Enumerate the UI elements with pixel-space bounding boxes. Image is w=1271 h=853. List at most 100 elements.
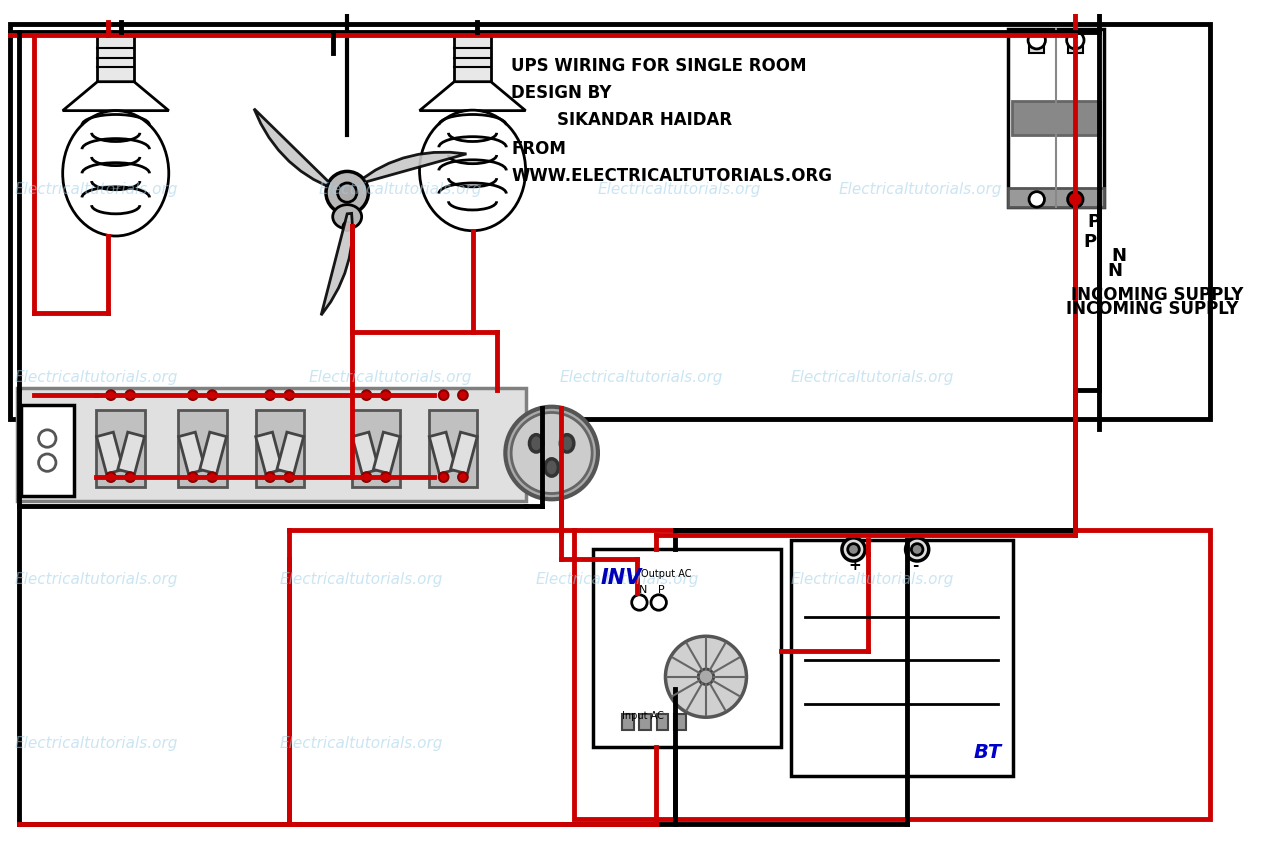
Circle shape — [438, 391, 449, 401]
Bar — [374, 432, 400, 474]
Bar — [200, 432, 226, 474]
Text: P: P — [1087, 213, 1099, 231]
Bar — [1030, 37, 1045, 54]
Ellipse shape — [545, 459, 558, 477]
Circle shape — [651, 595, 666, 611]
Polygon shape — [419, 83, 526, 112]
Circle shape — [126, 391, 135, 401]
Text: -: - — [913, 557, 919, 572]
Circle shape — [362, 391, 371, 401]
Text: P: P — [1083, 232, 1096, 251]
Text: Electricaltutorials.org: Electricaltutorials.org — [597, 182, 761, 196]
Circle shape — [38, 455, 56, 472]
Circle shape — [1030, 193, 1045, 208]
Circle shape — [1068, 193, 1083, 208]
Circle shape — [285, 391, 294, 401]
Text: WWW.ELECTRICALTUTORIALS.ORG: WWW.ELECTRICALTUTORIALS.ORG — [511, 167, 833, 185]
Circle shape — [905, 538, 929, 561]
Circle shape — [381, 473, 390, 482]
Text: N: N — [1107, 261, 1122, 279]
Circle shape — [188, 473, 198, 482]
Ellipse shape — [62, 112, 169, 237]
Circle shape — [105, 391, 116, 401]
Text: DESIGN BY: DESIGN BY — [511, 84, 611, 102]
Bar — [1008, 189, 1104, 208]
Circle shape — [438, 473, 449, 482]
Bar — [352, 432, 379, 474]
Polygon shape — [364, 153, 466, 183]
Text: Output AC: Output AC — [642, 569, 691, 579]
Text: Electricaltutorials.org: Electricaltutorials.org — [280, 572, 444, 587]
Bar — [178, 432, 206, 474]
Text: Electricaltutorials.org: Electricaltutorials.org — [318, 182, 482, 196]
Bar — [594, 550, 782, 747]
Polygon shape — [254, 109, 329, 187]
Bar — [622, 715, 634, 730]
Text: Electricaltutorials.org: Electricaltutorials.org — [14, 572, 178, 587]
Bar — [97, 410, 145, 487]
Bar — [430, 410, 478, 487]
Bar — [1012, 102, 1101, 136]
Circle shape — [381, 391, 390, 401]
Bar — [178, 410, 226, 487]
Text: Electricaltutorials.org: Electricaltutorials.org — [535, 572, 699, 587]
Bar — [573, 531, 1210, 820]
Text: Electricaltutorials.org: Electricaltutorials.org — [791, 369, 955, 384]
Text: SIKANDAR HAIDAR: SIKANDAR HAIDAR — [511, 111, 732, 129]
Circle shape — [338, 183, 357, 203]
Text: UPS WIRING FOR SINGLE ROOM: UPS WIRING FOR SINGLE ROOM — [511, 57, 807, 75]
Circle shape — [1066, 32, 1084, 49]
Text: Electricaltutorials.org: Electricaltutorials.org — [280, 735, 444, 751]
Bar — [255, 410, 304, 487]
Circle shape — [458, 391, 468, 401]
Circle shape — [266, 391, 275, 401]
Text: Electricaltutorials.org: Electricaltutorials.org — [559, 369, 723, 384]
Circle shape — [362, 473, 371, 482]
Circle shape — [266, 473, 275, 482]
Circle shape — [207, 391, 217, 401]
Bar — [657, 715, 669, 730]
Text: N   P: N P — [639, 584, 665, 595]
Ellipse shape — [333, 206, 362, 229]
Bar — [98, 34, 133, 83]
Ellipse shape — [561, 435, 573, 452]
Bar — [18, 389, 526, 502]
Polygon shape — [62, 83, 169, 112]
Bar — [255, 432, 282, 474]
Polygon shape — [322, 214, 352, 316]
Circle shape — [666, 636, 746, 717]
Bar — [639, 715, 651, 730]
Text: BT: BT — [974, 742, 1003, 761]
Text: Electricaltutorials.org: Electricaltutorials.org — [14, 735, 178, 751]
Circle shape — [188, 391, 198, 401]
Circle shape — [126, 473, 135, 482]
Bar — [454, 34, 491, 83]
Circle shape — [105, 473, 116, 482]
Bar — [277, 432, 304, 474]
Bar — [352, 410, 400, 487]
Ellipse shape — [419, 111, 526, 231]
Circle shape — [285, 473, 294, 482]
Text: INV: INV — [601, 567, 642, 588]
Circle shape — [325, 172, 369, 215]
Circle shape — [207, 473, 217, 482]
Text: INCOMING SUPPLY: INCOMING SUPPLY — [1065, 299, 1238, 318]
Text: Electricaltutorials.org: Electricaltutorials.org — [839, 182, 1003, 196]
Circle shape — [698, 670, 714, 685]
Circle shape — [506, 407, 597, 500]
Text: +: + — [849, 557, 862, 572]
Bar — [450, 432, 477, 474]
Bar — [430, 432, 456, 474]
Circle shape — [511, 413, 592, 494]
Text: Electricaltutorials.org: Electricaltutorials.org — [309, 369, 472, 384]
Circle shape — [1028, 32, 1046, 49]
Circle shape — [458, 473, 468, 482]
Bar — [10, 25, 1210, 420]
Bar — [97, 432, 123, 474]
Text: Electricaltutorials.org: Electricaltutorials.org — [14, 369, 178, 384]
Text: FROM: FROM — [511, 140, 566, 158]
Text: INCOMING SUPPLY: INCOMING SUPPLY — [1070, 286, 1243, 304]
Text: Electricaltutorials.org: Electricaltutorials.org — [14, 182, 178, 196]
Circle shape — [911, 544, 923, 555]
Bar — [22, 405, 74, 496]
